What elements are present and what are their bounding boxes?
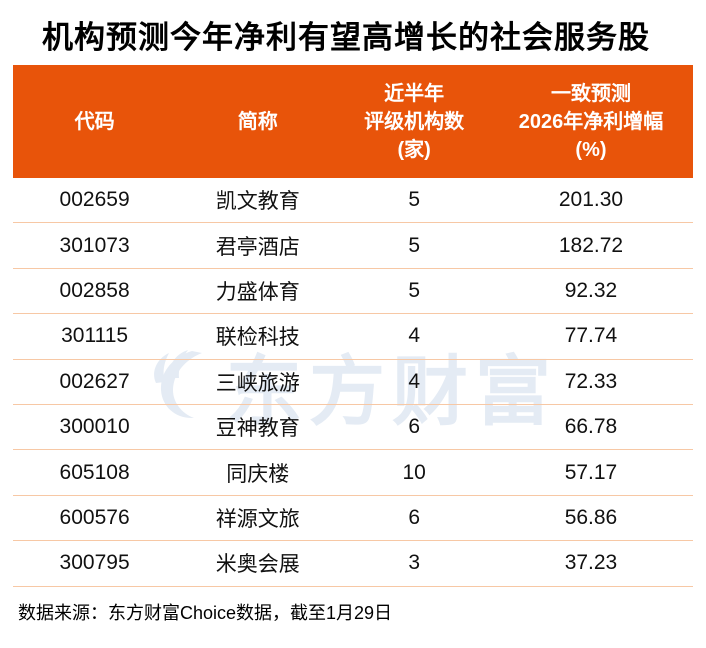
header-growth-forecast: 一致预测 2026年净利增幅 (%) (518, 82, 664, 161)
stock-table: 代码 简称 近半年 评级机构数 (家) 一致预测 2026年净利增幅 (%) 0… (13, 65, 693, 587)
cell-code: 600576 (59, 505, 130, 529)
cell-agencies: 4 (408, 369, 421, 393)
cell-code: 301115 (61, 324, 129, 348)
table-row: 300010 豆神教育 6 66.78 (13, 405, 693, 451)
cell-name: 联检科技 (215, 326, 300, 350)
cell-growth: 56.86 (564, 505, 618, 529)
cell-name: 三峡旅游 (215, 371, 300, 395)
cell-growth: 201.30 (558, 188, 624, 212)
cell-growth: 66.78 (564, 415, 618, 439)
cell-agencies: 6 (408, 415, 421, 439)
cell-agencies: 3 (408, 551, 421, 575)
table-row: 002627 三峡旅游 4 72.33 (13, 360, 693, 405)
table-row: 301073 君亭酒店 5 182.72 (13, 223, 693, 269)
cell-code: 300795 (59, 551, 130, 575)
cell-agencies: 5 (408, 233, 421, 257)
cell-name: 祥源文旅 (215, 507, 300, 531)
header-code-label: 代码 (74, 110, 115, 133)
table-header-row: 代码 简称 近半年 评级机构数 (家) 一致预测 2026年净利增幅 (%) (13, 65, 693, 178)
cell-code: 605108 (59, 460, 130, 484)
cell-growth: 37.23 (564, 551, 618, 575)
cell-code: 002627 (59, 369, 130, 393)
cell-code: 002858 (59, 278, 130, 302)
cell-agencies: 10 (402, 460, 426, 484)
header-name-label: 简称 (237, 110, 278, 133)
cell-name: 同庆楼 (226, 462, 290, 486)
cell-growth: 72.33 (564, 369, 618, 393)
cell-growth: 92.32 (564, 278, 618, 302)
table-row: 301115 联检科技 4 77.74 (13, 314, 693, 360)
header-name: 简称 (176, 108, 339, 136)
table-row: 300795 米奥会展 3 37.23 (13, 541, 693, 587)
cell-growth: 77.74 (564, 324, 618, 348)
cell-growth: 57.17 (564, 460, 618, 484)
data-source-note: 数据来源：东方财富Choice数据，截至1月29日 (18, 603, 393, 623)
cell-code: 301073 (59, 233, 130, 257)
cell-name: 豆神教育 (215, 417, 300, 441)
table-row: 600576 祥源文旅 6 56.86 (13, 496, 693, 542)
cell-code: 300010 (59, 415, 130, 439)
cell-name: 君亭酒店 (215, 235, 300, 259)
cell-name: 米奥会展 (215, 553, 300, 577)
table-row: 002659 凯文教育 5 201.30 (13, 178, 693, 224)
cell-agencies: 6 (408, 505, 421, 529)
table-row: 002858 力盛体育 5 92.32 (13, 269, 693, 315)
cell-agencies: 4 (408, 324, 421, 348)
header-code: 代码 (13, 108, 176, 136)
header-agency-count: 近半年 评级机构数 (家) (364, 82, 465, 161)
cell-name: 凯文教育 (215, 190, 300, 214)
cell-growth: 182.72 (558, 233, 624, 257)
table-row: 605108 同庆楼 10 57.17 (13, 450, 693, 496)
page-title: 机构预测今年净利有望高增长的社会服务股 (42, 20, 650, 55)
cell-code: 002659 (59, 188, 130, 212)
cell-agencies: 5 (408, 278, 421, 302)
cell-agencies: 5 (408, 188, 421, 212)
cell-name: 力盛体育 (215, 280, 300, 304)
